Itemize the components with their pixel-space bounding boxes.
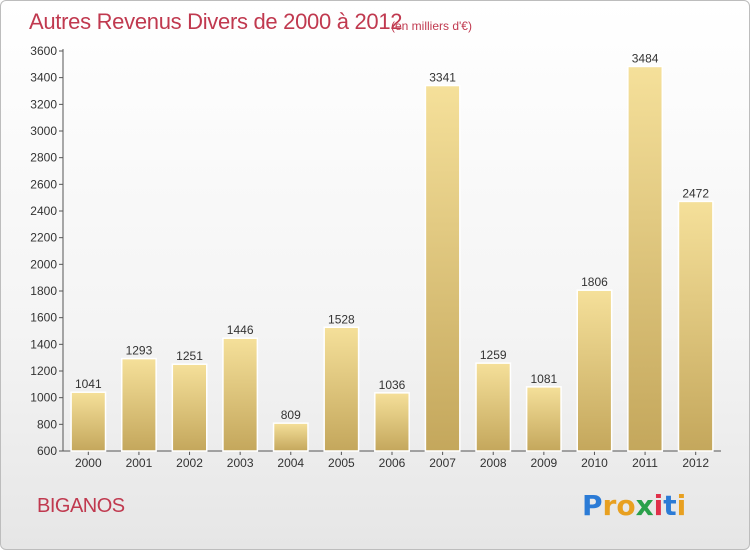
x-tick-label: 2003 [227,456,254,470]
bar-value-label: 1446 [227,323,254,337]
bar-value-label: 1036 [379,378,406,392]
logo-letter: i [676,489,687,522]
bar [627,65,664,452]
x-tick-label: 2000 [75,456,102,470]
bar [222,337,259,452]
y-tick-label: 3400 [30,71,57,85]
bar-value-label: 1041 [75,377,102,391]
logo-letter: o [616,489,636,522]
bar-value-label: 1251 [176,349,203,363]
bar-value-label: 3341 [429,71,456,85]
chart-subtitle: (en milliers d'€) [391,19,472,33]
bar [171,363,208,452]
x-tick-label: 2002 [176,456,203,470]
y-tick-label: 1200 [30,364,57,378]
y-tick-label: 3600 [30,44,57,58]
y-tick-label: 2800 [30,151,57,165]
y-tick-label: 1000 [30,391,57,405]
bar [475,362,512,452]
logo-letter: x [635,489,654,522]
x-tick-label: 2010 [581,456,608,470]
logo-letter: P [582,489,603,522]
x-tick-label: 2009 [530,456,557,470]
y-tick-label: 1600 [30,311,57,325]
bar [677,200,714,452]
bars: 1041 1293 1251 1446 809 1528 1036 3341 1259 1081 1… [70,51,714,452]
y-tick-label: 1800 [30,284,57,298]
x-tick-label: 2005 [328,456,355,470]
commune-name: BIGANOS [37,495,125,517]
bar-value-label: 809 [281,408,301,422]
bar [272,422,309,452]
y-tick-label: 3000 [30,124,57,138]
y-tick-label: 2600 [30,177,57,191]
bar-value-label: 1081 [530,372,557,386]
bar [323,326,360,452]
bar-value-label: 1293 [126,344,153,358]
y-tick-label: 2200 [30,231,57,245]
y-tick-label: 3200 [30,97,57,111]
logo-letter: t [663,489,677,522]
y-tick-label: 2400 [30,204,57,218]
x-tick-label: 2004 [277,456,304,470]
proxiti-logo: Proxiti [582,489,686,522]
bar [120,357,157,452]
y-tick-label: 600 [37,444,57,458]
y-axis: 600 800 1000 1200 1400 1600 1800 2000 2200 2400 26… [30,44,64,458]
logo-letter: i [653,489,664,522]
logo-letter: r [602,489,617,522]
x-tick-label: 2012 [682,456,709,470]
bar [374,392,410,452]
bar-value-label: 2472 [682,186,709,200]
bar [424,84,461,452]
x-axis: 2000 2001 2002 2003 2004 2005 2006 2007 2008 2009… [63,450,721,470]
y-tick-label: 1400 [30,337,57,351]
x-tick-label: 2011 [632,456,658,470]
bar [70,391,107,452]
bar [576,289,613,452]
x-tick-label: 2001 [126,456,153,470]
chart-title: Autres Revenus Divers de 2000 à 2012 [29,9,403,34]
bar [525,386,562,452]
bar-value-label: 1806 [581,275,608,289]
x-tick-label: 2007 [429,456,456,470]
bar-value-label: 1528 [328,312,355,326]
y-tick-label: 800 [37,417,57,431]
bar-value-label: 1259 [480,348,507,362]
x-tick-label: 2008 [480,456,507,470]
x-tick-label: 2006 [379,456,406,470]
y-tick-label: 2000 [30,257,57,271]
bar-value-label: 3484 [632,51,659,65]
